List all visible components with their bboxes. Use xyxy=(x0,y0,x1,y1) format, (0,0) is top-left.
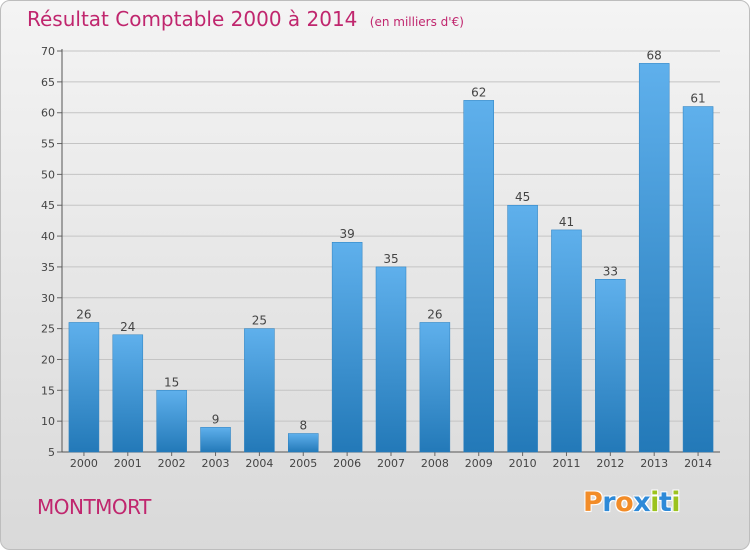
y-tick-label: 25 xyxy=(41,323,55,336)
y-tick-label: 30 xyxy=(41,292,55,305)
x-tick-label-2010: 2010 xyxy=(509,457,537,470)
y-tick-label: 60 xyxy=(41,107,55,120)
data-label-2001: 24 xyxy=(120,320,135,334)
y-tick-label: 55 xyxy=(41,138,55,151)
logo-letter: r xyxy=(602,487,615,518)
x-tick-label-2014: 2014 xyxy=(684,457,712,470)
bar-chart: 26 24 15 9 25 8 39 35 26 62 45 41 33 68 61 5 10 15 20 25 30… xyxy=(1,1,750,550)
bar-2014 xyxy=(683,107,713,452)
y-tick-label: 20 xyxy=(41,353,55,366)
bar-2000 xyxy=(69,322,99,452)
bar-2007 xyxy=(376,267,406,452)
data-label-2011: 41 xyxy=(559,215,574,229)
x-tick-label-2002: 2002 xyxy=(158,457,186,470)
y-tick-label: 45 xyxy=(41,199,55,212)
proxiti-logo: Proxiti xyxy=(583,487,680,518)
x-tick-label-2007: 2007 xyxy=(377,457,405,470)
logo-letter: P xyxy=(583,487,602,518)
x-tick-label-2009: 2009 xyxy=(465,457,493,470)
x-tick-label-2008: 2008 xyxy=(421,457,449,470)
bar-2010 xyxy=(508,205,538,452)
bar-2011 xyxy=(551,230,581,452)
logo-letter: x xyxy=(633,487,650,518)
commune-name: MONTMORT xyxy=(37,495,151,519)
x-tick-label-2000: 2000 xyxy=(70,457,98,470)
bar-2003 xyxy=(201,427,231,452)
bar-2004 xyxy=(244,329,274,452)
x-tick-label-2004: 2004 xyxy=(245,457,273,470)
data-label-2014: 61 xyxy=(690,92,705,106)
bar-2012 xyxy=(595,279,625,452)
bar-2013 xyxy=(639,63,669,452)
y-tick-label: 35 xyxy=(41,261,55,274)
logo-letter: i xyxy=(650,487,659,518)
y-tick-label: 70 xyxy=(41,45,55,58)
data-label-2006: 39 xyxy=(339,227,354,241)
bar-2001 xyxy=(113,335,143,452)
data-label-2004: 25 xyxy=(252,314,267,328)
bar-2006 xyxy=(332,242,362,452)
x-tick-label-2013: 2013 xyxy=(640,457,668,470)
x-tick-label-2005: 2005 xyxy=(289,457,317,470)
x-tick-label-2006: 2006 xyxy=(333,457,361,470)
bar-2002 xyxy=(157,390,187,452)
data-label-2007: 35 xyxy=(383,252,398,266)
y-tick-label: 5 xyxy=(48,446,55,459)
data-label-2009: 62 xyxy=(471,85,486,99)
y-tick-label: 50 xyxy=(41,168,55,181)
bar-2005 xyxy=(288,433,318,452)
data-label-2008: 26 xyxy=(427,307,442,321)
x-tick-label-2011: 2011 xyxy=(552,457,580,470)
logo-letter: o xyxy=(615,487,633,518)
data-label-2005: 8 xyxy=(299,418,307,432)
data-label-2002: 15 xyxy=(164,375,179,389)
x-tick-label-2001: 2001 xyxy=(114,457,142,470)
y-tick-label: 15 xyxy=(41,384,55,397)
chart-frame: Résultat Comptable 2000 à 2014 (en milli… xyxy=(0,0,750,550)
data-label-2013: 68 xyxy=(647,48,662,62)
y-tick-label: 40 xyxy=(41,230,55,243)
y-tick-label: 10 xyxy=(41,415,55,428)
data-label-2000: 26 xyxy=(76,307,91,321)
x-tick-label-2003: 2003 xyxy=(202,457,230,470)
logo-letter: i xyxy=(671,487,680,518)
y-tick-label: 65 xyxy=(41,76,55,89)
data-label-2010: 45 xyxy=(515,190,530,204)
bar-2009 xyxy=(464,100,494,452)
bar-2008 xyxy=(420,322,450,452)
logo-letter: t xyxy=(659,487,671,518)
data-label-2003: 9 xyxy=(212,412,220,426)
x-tick-label-2012: 2012 xyxy=(596,457,624,470)
data-label-2012: 33 xyxy=(603,264,618,278)
